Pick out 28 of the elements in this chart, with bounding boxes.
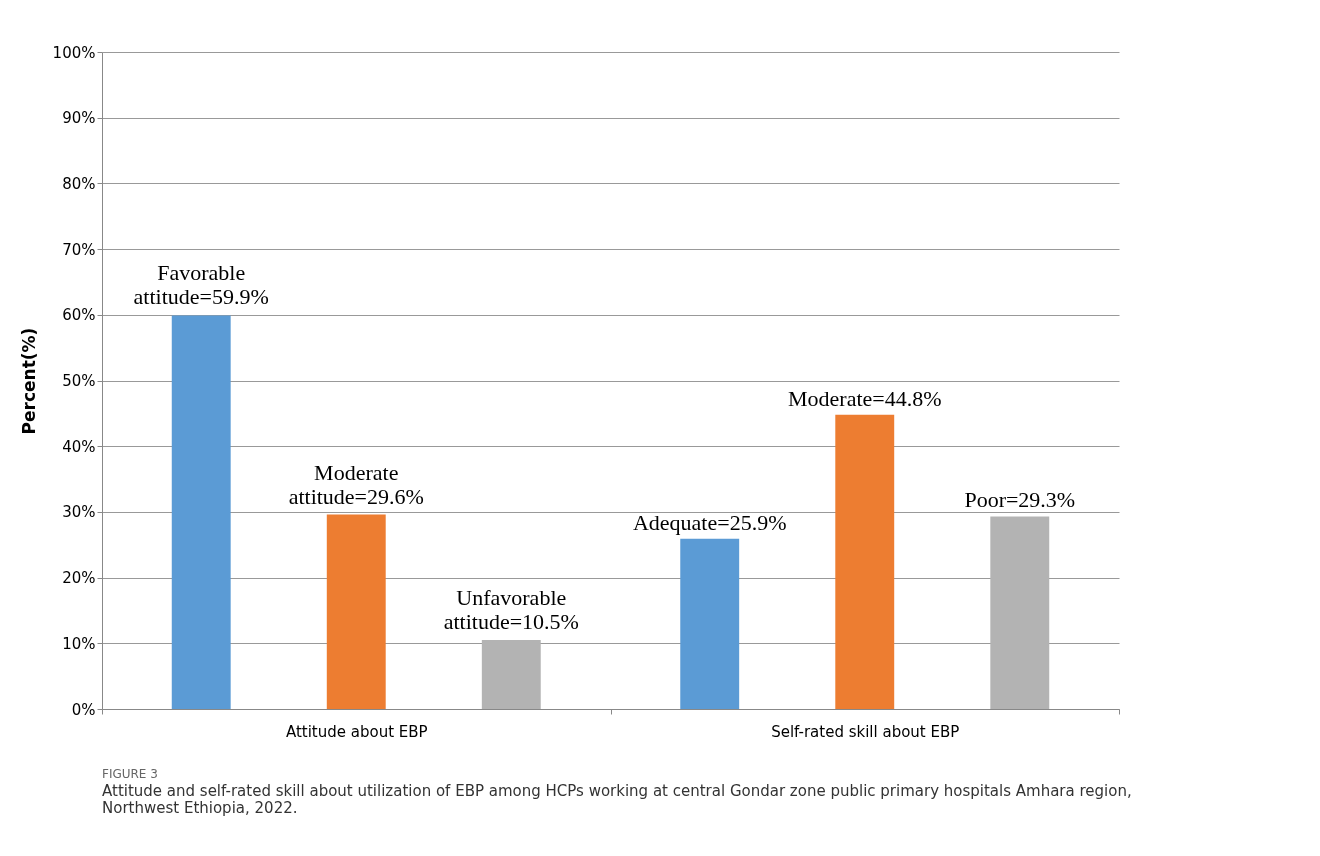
y-tick-label: 20% <box>62 569 96 588</box>
y-tick-label: 100% <box>52 43 96 62</box>
data-label: Favorable attitude=59.9% <box>133 260 269 310</box>
caption: FIGURE 3 <box>102 767 158 781</box>
bar <box>481 640 541 709</box>
data-label: Unfavorable attitude=10.5% <box>443 585 579 635</box>
y-tick-label: 0% <box>71 700 96 719</box>
y-tick-label: 50% <box>62 372 96 390</box>
bar <box>326 514 386 709</box>
y-axis-title: Percent(%) <box>18 327 39 435</box>
data-label: Moderate=44.8% <box>787 385 942 411</box>
data-label: Poor=29.3% <box>964 487 1076 513</box>
data-label: Adequate=25.9% <box>632 509 787 535</box>
y-tick-label: 10% <box>62 634 96 653</box>
bar <box>680 538 740 709</box>
y-tick-label: 70% <box>62 240 96 259</box>
data-label: Moderate attitude=29.6% <box>288 459 424 509</box>
y-tick-label: 30% <box>62 503 96 522</box>
x-tick-label: Self-rated skill about EBP <box>771 722 960 741</box>
y-tick-label: 40% <box>62 437 96 456</box>
y-tick-label: 60% <box>62 306 96 325</box>
y-tick-label: 80% <box>62 174 96 193</box>
text: Attitude and self-rated skill about utilization of EBP among HCPs working at central Gondar zone public primary hospitals Amhara region, Northwest Ethiopia, 2022. <box>102 782 1132 817</box>
x-tick-label: Attitude about EBP <box>285 722 428 741</box>
bar <box>990 516 1050 709</box>
y-tick-label: 90% <box>62 109 96 128</box>
bar <box>171 315 231 709</box>
bar <box>835 414 895 709</box>
